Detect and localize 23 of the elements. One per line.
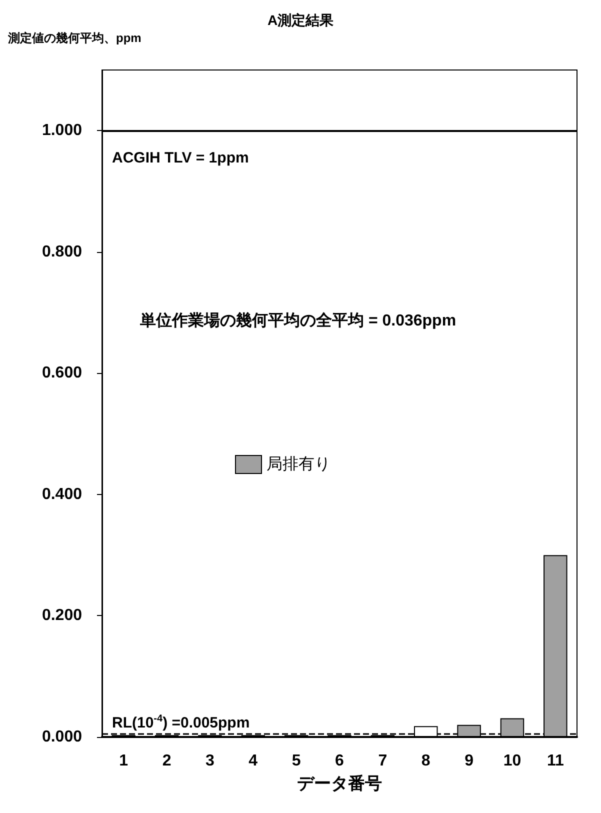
y-tick-label: 0.800 <box>42 243 82 260</box>
x-tick-label: 5 <box>292 752 301 770</box>
x-tick-label: 7 <box>378 752 388 770</box>
x-tick-label: 10 <box>503 752 522 770</box>
x-tick-label: 2 <box>162 752 172 770</box>
x-tick-label: 4 <box>248 752 258 770</box>
x-tick-label: 6 <box>335 752 344 770</box>
x-tick-label: 11 <box>546 752 564 770</box>
ref-line-label: ACGIH TLV = 1ppm <box>112 150 249 167</box>
y-tick-label: 0.000 <box>42 728 82 746</box>
annotation: 単位作業場の幾何平均の全平均 = 0.036ppm <box>139 312 456 330</box>
x-tick-label: 9 <box>464 752 474 770</box>
x-tick-label: 1 <box>119 752 128 770</box>
y-tick-label: 1.000 <box>42 122 82 140</box>
y-tick-label: 0.600 <box>42 364 82 382</box>
y-tick-label: 0.400 <box>42 486 82 503</box>
y-axis-title: 測定値の幾何平均、ppm <box>7 31 142 45</box>
y-tick-label: 0.200 <box>42 607 82 624</box>
x-axis-title: データ番号 <box>297 774 382 793</box>
legend-label: 局排有り <box>266 455 330 473</box>
x-tick-label: 8 <box>421 752 430 770</box>
chart-title: A測定結果 <box>267 12 335 28</box>
x-tick-label: 3 <box>206 752 214 770</box>
